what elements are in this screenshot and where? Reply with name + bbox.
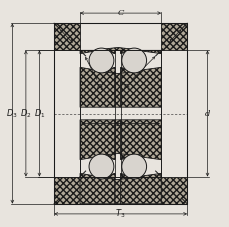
Circle shape	[121, 154, 146, 179]
Text: d: d	[204, 109, 209, 118]
Text: r: r	[168, 37, 172, 45]
Polygon shape	[120, 120, 161, 160]
Text: $T_3$: $T_3$	[115, 208, 125, 220]
Circle shape	[89, 154, 113, 179]
Polygon shape	[101, 174, 134, 204]
Text: $r_1$: $r_1$	[96, 82, 104, 93]
Polygon shape	[120, 67, 161, 107]
Circle shape	[89, 48, 113, 73]
Bar	[80, 50, 161, 177]
Text: C: C	[117, 9, 123, 17]
Text: $D_3$: $D_3$	[6, 107, 18, 120]
Polygon shape	[54, 23, 80, 50]
Text: $r_1$: $r_1$	[123, 82, 131, 93]
Text: $D_1$: $D_1$	[33, 107, 45, 120]
Polygon shape	[101, 68, 134, 107]
Text: B: B	[115, 120, 121, 128]
Polygon shape	[101, 120, 134, 159]
Text: $D_2$: $D_2$	[20, 107, 32, 120]
Polygon shape	[161, 23, 186, 50]
Polygon shape	[161, 177, 186, 204]
Circle shape	[121, 48, 146, 73]
Polygon shape	[80, 67, 114, 107]
Polygon shape	[101, 47, 134, 53]
Polygon shape	[120, 50, 161, 54]
Polygon shape	[80, 120, 114, 160]
Text: r: r	[69, 37, 73, 45]
Polygon shape	[80, 173, 114, 204]
Bar	[54, 23, 186, 204]
Polygon shape	[54, 177, 80, 204]
Polygon shape	[120, 173, 161, 204]
Polygon shape	[80, 50, 114, 54]
